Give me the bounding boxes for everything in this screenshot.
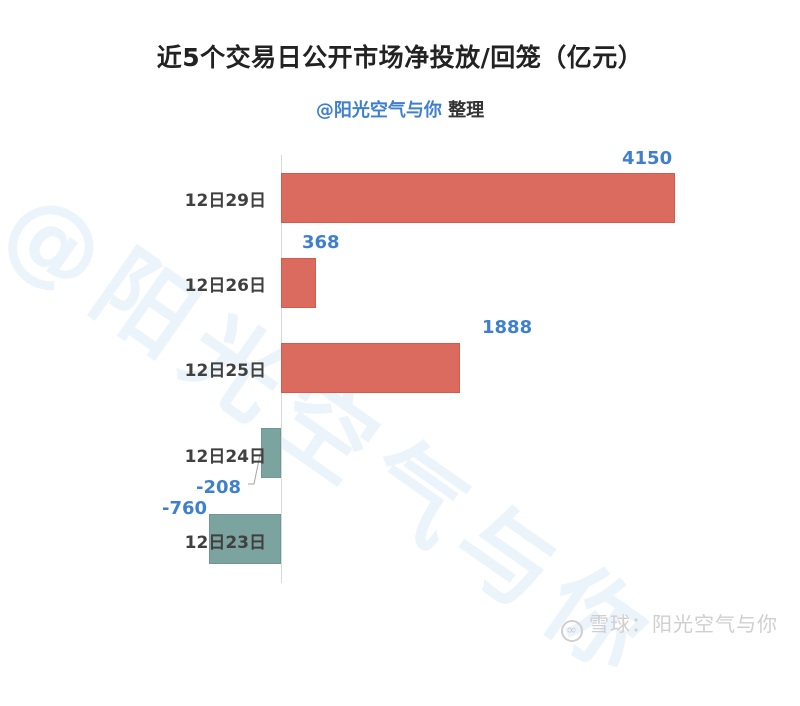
bar-2 (281, 343, 461, 393)
value-label: -760 (162, 498, 208, 519)
value-label: 368 (302, 232, 340, 253)
bar-4 (208, 514, 281, 564)
category-label: 12日29日 (184, 191, 266, 211)
category-label: 12日24日 (184, 447, 266, 467)
chart-title: 近5个交易日公开市场净投放/回笼（亿元） (156, 43, 644, 72)
category-label: 12日23日 (184, 533, 266, 553)
category-label: 12日26日 (184, 276, 266, 296)
value-label: 1888 (482, 317, 533, 338)
author-handle: @阳光空气与你 (315, 100, 442, 121)
footer-text: 雪球：阳光空气与你 (589, 612, 778, 636)
xueqiu-logo-icon: ∞ (561, 620, 583, 642)
footer-watermark: ∞ 雪球：阳光空气与你 (561, 608, 778, 642)
subtitle-suffix: 整理 (441, 100, 485, 121)
value-label: 4150 (622, 148, 673, 169)
category-label: 12日25日 (184, 361, 266, 381)
value-label: -208 (196, 477, 242, 498)
bar-1 (281, 258, 316, 308)
bar-0 (281, 173, 675, 223)
bar-3 (261, 428, 281, 478)
chart-subtitle: @阳光空气与你 整理 (0, 96, 800, 122)
